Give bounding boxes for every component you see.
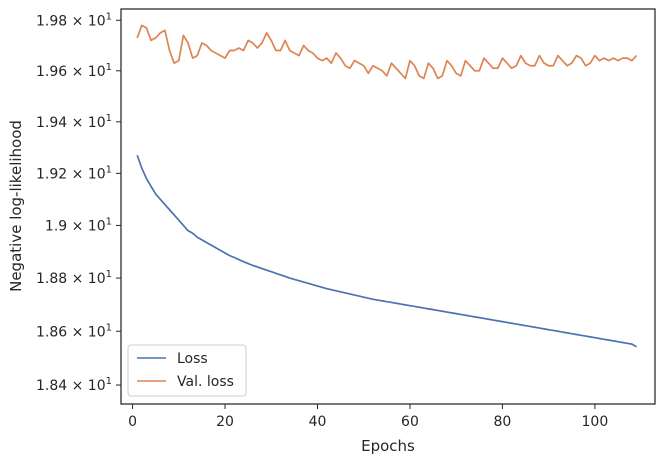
y-tick-label: 1.98 × 101 <box>36 11 112 29</box>
legend-label-val-loss: Val. loss <box>177 374 234 390</box>
x-axis-ticks: 0 20 40 60 80 100 <box>128 404 608 430</box>
series-line-val-loss <box>136 24 638 80</box>
series-layer <box>136 24 638 348</box>
y-axis-ticks: 1.84 × 101 1.86 × 101 1.88 × 101 1.9 × 101 1… <box>36 11 121 394</box>
x-tick-label: 40 <box>309 414 327 430</box>
x-axis-label: Epochs <box>361 437 415 455</box>
y-tick-label: 1.86 × 101 <box>36 322 112 340</box>
y-tick-label: 1.96 × 101 <box>36 62 112 80</box>
x-tick-label: 0 <box>128 414 137 430</box>
x-tick-label: 100 <box>582 414 609 430</box>
y-tick-label: 1.88 × 101 <box>36 269 112 287</box>
x-tick-label: 20 <box>216 414 234 430</box>
y-tick-label: 1.9 × 101 <box>45 216 112 234</box>
x-tick-label: 60 <box>401 414 419 430</box>
x-tick-label: 80 <box>494 414 512 430</box>
y-tick-label: 1.84 × 101 <box>36 376 112 394</box>
series-line-loss <box>136 154 637 348</box>
plot-frame <box>120 8 656 405</box>
legend-label-loss: Loss <box>177 351 208 367</box>
y-tick-label: 1.92 × 101 <box>36 164 112 182</box>
y-axis-label: Negative log-likelihood <box>7 120 25 292</box>
y-tick-label: 1.94 × 101 <box>36 113 112 131</box>
legend: Loss Val. loss <box>127 344 247 397</box>
